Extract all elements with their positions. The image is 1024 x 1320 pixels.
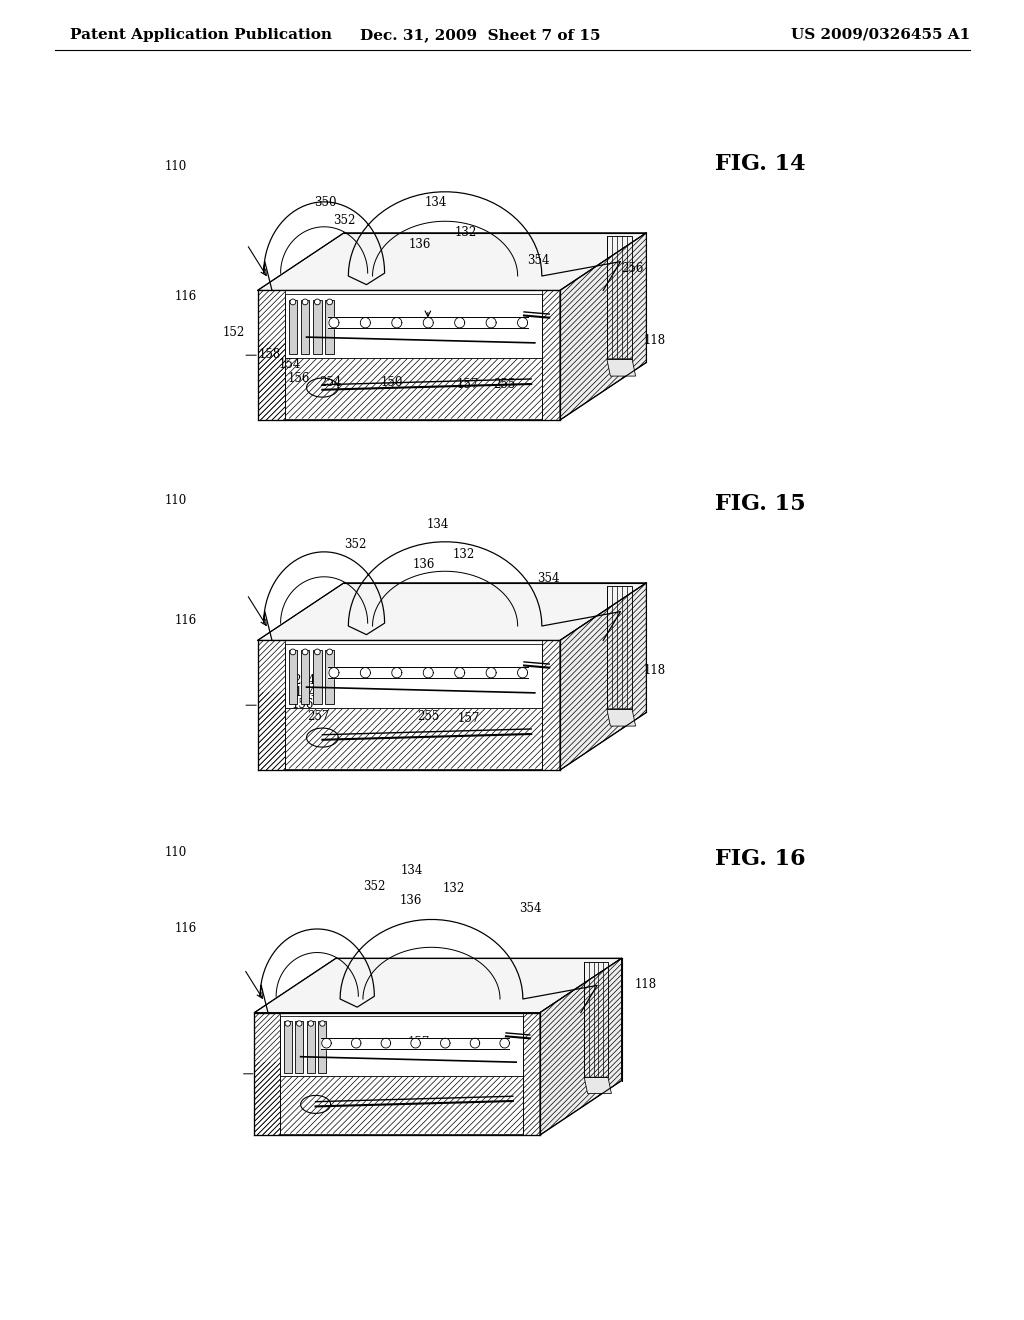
Text: 254: 254 [293,673,315,686]
Circle shape [302,649,308,655]
Text: 110: 110 [165,846,187,858]
Circle shape [319,1020,326,1026]
Polygon shape [281,1016,523,1076]
Text: 157: 157 [457,378,479,391]
Text: 156: 156 [292,698,314,711]
Circle shape [327,300,333,305]
Text: 354: 354 [537,573,559,586]
Polygon shape [301,300,309,354]
Text: 134: 134 [425,197,447,210]
Text: FIG. 15: FIG. 15 [715,492,805,515]
Polygon shape [313,649,322,704]
Text: US 2009/0326455 A1: US 2009/0326455 A1 [791,28,970,42]
Text: 110: 110 [165,161,187,173]
Polygon shape [295,1022,303,1073]
Polygon shape [560,232,646,420]
Polygon shape [607,709,636,726]
Text: 352: 352 [333,214,355,227]
Text: FIG. 14: FIG. 14 [715,153,805,176]
Text: 132: 132 [455,227,477,239]
Polygon shape [307,1022,315,1073]
Circle shape [285,1020,291,1026]
Text: 136: 136 [413,558,435,572]
Polygon shape [254,958,622,1012]
Text: 132: 132 [453,549,475,561]
Polygon shape [289,300,297,354]
Text: 256: 256 [621,261,643,275]
Text: 118: 118 [644,664,666,676]
Polygon shape [585,1077,611,1093]
Text: 354: 354 [519,903,542,916]
Polygon shape [285,644,542,708]
Polygon shape [318,1022,327,1073]
Text: 354: 354 [526,255,549,268]
Text: 152: 152 [223,326,245,339]
Polygon shape [301,649,309,704]
Polygon shape [254,920,597,1012]
Polygon shape [560,583,646,770]
Text: 116: 116 [175,290,198,304]
Text: 118: 118 [644,334,666,346]
Text: FIG. 16: FIG. 16 [715,847,805,870]
Text: 136: 136 [399,894,422,907]
Circle shape [302,300,308,305]
Polygon shape [258,290,560,420]
Text: 350: 350 [313,197,336,210]
Polygon shape [284,1022,292,1073]
Text: 132: 132 [442,883,465,895]
Text: 157: 157 [458,713,480,726]
Polygon shape [326,649,334,704]
Text: 134: 134 [400,863,423,876]
Text: 157: 157 [408,1035,430,1048]
Polygon shape [540,958,622,1135]
Circle shape [314,300,321,305]
Text: 118: 118 [635,978,657,990]
Polygon shape [326,300,334,354]
Polygon shape [285,294,542,358]
Text: 154: 154 [279,359,301,371]
Circle shape [308,1020,313,1026]
Polygon shape [258,583,646,640]
Text: 255: 255 [417,710,439,723]
Circle shape [327,649,333,655]
Text: Dec. 31, 2009  Sheet 7 of 15: Dec. 31, 2009 Sheet 7 of 15 [359,28,600,42]
Text: Patent Application Publication: Patent Application Publication [70,28,332,42]
Polygon shape [313,300,322,354]
Circle shape [290,300,296,305]
Text: 134: 134 [427,519,450,532]
Text: 158: 158 [259,348,282,362]
Text: 156: 156 [288,371,310,384]
Circle shape [297,1020,302,1026]
Text: 257: 257 [307,710,329,723]
Text: 110: 110 [165,494,187,507]
Polygon shape [254,1012,540,1135]
Text: 255: 255 [493,378,515,391]
Circle shape [314,649,321,655]
Text: 352: 352 [344,539,367,552]
Text: 116: 116 [175,614,198,627]
Polygon shape [258,232,646,290]
Text: 116: 116 [175,921,198,935]
Text: 154: 154 [295,685,317,698]
Polygon shape [258,541,621,640]
Polygon shape [258,191,621,290]
Polygon shape [289,649,297,704]
Text: 150: 150 [381,375,403,388]
Polygon shape [258,640,560,770]
Text: 136: 136 [409,238,431,251]
Circle shape [290,649,296,655]
Text: 352: 352 [362,880,385,894]
Text: 254: 254 [318,376,341,389]
Polygon shape [607,359,636,376]
